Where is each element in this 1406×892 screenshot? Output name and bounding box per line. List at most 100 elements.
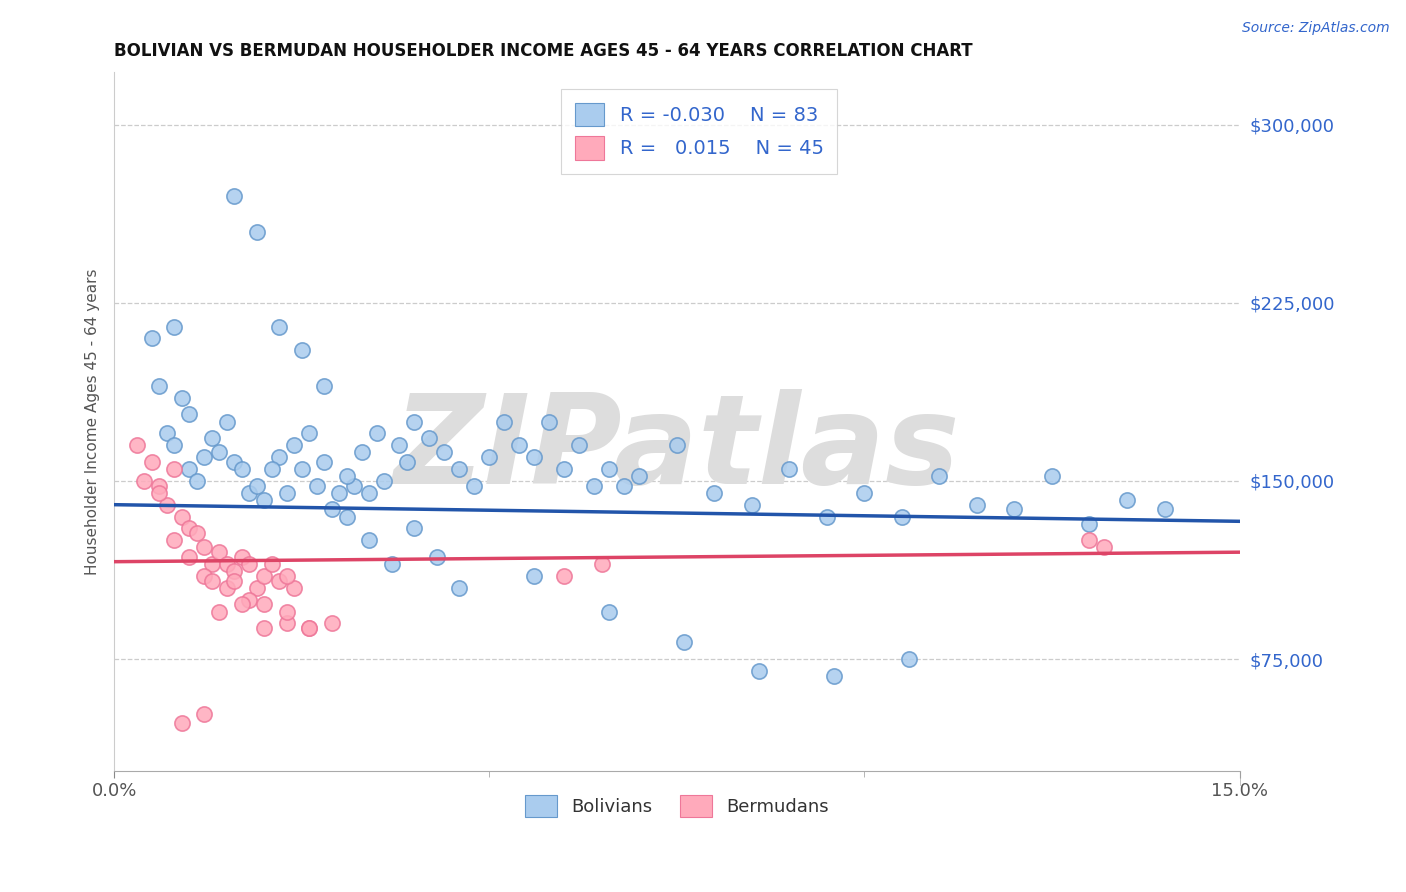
- Point: [381, 557, 404, 571]
- Point: [253, 569, 276, 583]
- Point: [404, 521, 426, 535]
- Point: [215, 581, 238, 595]
- Point: [359, 533, 381, 548]
- Point: [186, 474, 208, 488]
- Point: [433, 445, 456, 459]
- Point: [179, 408, 201, 422]
- Point: [215, 415, 238, 429]
- Point: [628, 469, 651, 483]
- Text: ZIPatlas: ZIPatlas: [394, 389, 960, 510]
- Point: [494, 415, 516, 429]
- Point: [336, 509, 359, 524]
- Point: [778, 462, 800, 476]
- Point: [134, 474, 156, 488]
- Point: [163, 533, 186, 548]
- Point: [141, 455, 163, 469]
- Point: [404, 415, 426, 429]
- Point: [598, 605, 620, 619]
- Point: [748, 664, 770, 678]
- Point: [583, 478, 606, 492]
- Point: [193, 450, 215, 465]
- Point: [231, 549, 253, 564]
- Point: [179, 549, 201, 564]
- Point: [350, 445, 373, 459]
- Point: [291, 462, 314, 476]
- Point: [591, 557, 613, 571]
- Point: [1078, 516, 1101, 531]
- Point: [269, 450, 291, 465]
- Point: [238, 557, 260, 571]
- Point: [665, 438, 688, 452]
- Point: [260, 462, 283, 476]
- Point: [276, 569, 298, 583]
- Point: [170, 391, 193, 405]
- Point: [208, 545, 231, 559]
- Point: [215, 557, 238, 571]
- Point: [298, 621, 321, 635]
- Point: [508, 438, 530, 452]
- Point: [260, 557, 283, 571]
- Point: [170, 509, 193, 524]
- Point: [193, 541, 215, 555]
- Point: [179, 521, 201, 535]
- Point: [283, 438, 305, 452]
- Point: [395, 455, 418, 469]
- Point: [276, 605, 298, 619]
- Point: [125, 438, 148, 452]
- Point: [703, 485, 725, 500]
- Point: [163, 438, 186, 452]
- Point: [1153, 502, 1175, 516]
- Point: [1116, 492, 1139, 507]
- Point: [148, 379, 170, 393]
- Point: [359, 485, 381, 500]
- Text: BOLIVIAN VS BERMUDAN HOUSEHOLDER INCOME AGES 45 - 64 YEARS CORRELATION CHART: BOLIVIAN VS BERMUDAN HOUSEHOLDER INCOME …: [114, 42, 973, 60]
- Point: [1040, 469, 1063, 483]
- Point: [298, 426, 321, 441]
- Point: [163, 319, 186, 334]
- Point: [156, 426, 179, 441]
- Point: [231, 462, 253, 476]
- Text: Source: ZipAtlas.com: Source: ZipAtlas.com: [1241, 21, 1389, 35]
- Point: [321, 616, 343, 631]
- Point: [314, 455, 336, 469]
- Point: [276, 485, 298, 500]
- Point: [193, 569, 215, 583]
- Point: [336, 469, 359, 483]
- Point: [890, 509, 912, 524]
- Point: [170, 716, 193, 731]
- Point: [898, 652, 921, 666]
- Point: [253, 598, 276, 612]
- Point: [373, 474, 395, 488]
- Point: [208, 605, 231, 619]
- Point: [156, 498, 179, 512]
- Point: [253, 492, 276, 507]
- Point: [553, 569, 575, 583]
- Point: [815, 509, 838, 524]
- Point: [966, 498, 988, 512]
- Point: [238, 592, 260, 607]
- Point: [231, 598, 253, 612]
- Point: [148, 485, 170, 500]
- Point: [598, 462, 620, 476]
- Point: [246, 581, 269, 595]
- Point: [426, 549, 449, 564]
- Point: [388, 438, 411, 452]
- Point: [269, 319, 291, 334]
- Point: [673, 635, 696, 649]
- Point: [314, 379, 336, 393]
- Point: [224, 564, 246, 578]
- Point: [253, 621, 276, 635]
- Point: [613, 478, 636, 492]
- Point: [201, 574, 224, 588]
- Point: [224, 455, 246, 469]
- Point: [283, 581, 305, 595]
- Point: [928, 469, 950, 483]
- Point: [418, 431, 440, 445]
- Point: [269, 574, 291, 588]
- Point: [1078, 533, 1101, 548]
- Point: [186, 526, 208, 541]
- Point: [741, 498, 763, 512]
- Point: [523, 450, 546, 465]
- Point: [478, 450, 501, 465]
- Point: [553, 462, 575, 476]
